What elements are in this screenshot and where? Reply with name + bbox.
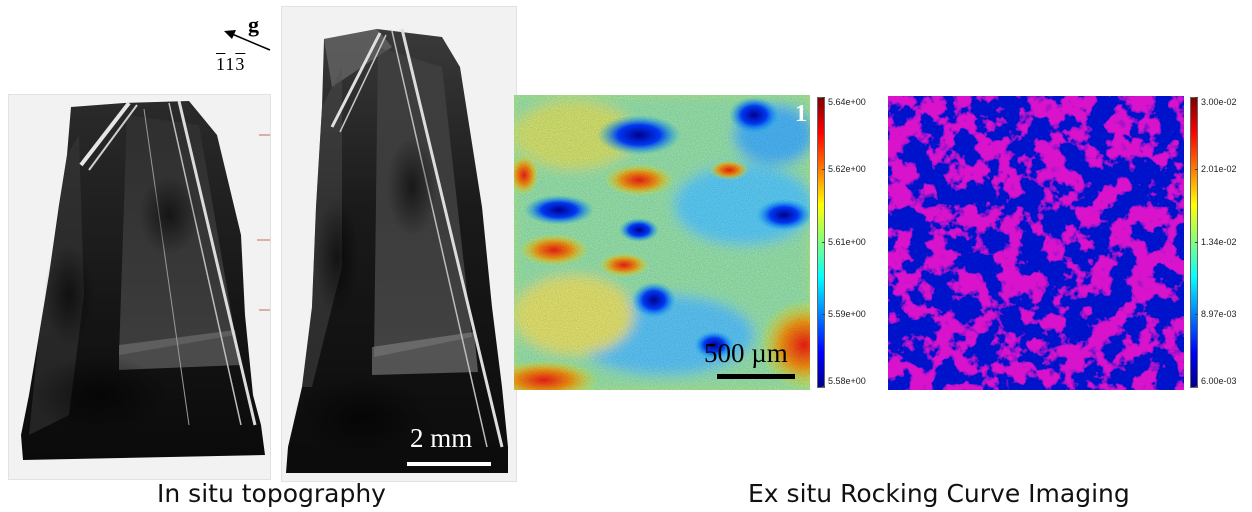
topography-image-1 bbox=[8, 94, 271, 480]
colorbar-2-tick-mark bbox=[1195, 97, 1198, 98]
topography-scale-label: 2 mm bbox=[410, 423, 473, 453]
colorbar-1-ticks: 5.64e+00 5.62e+00 5.61e+00 5.59e+00 5.58e+00 bbox=[822, 97, 878, 388]
colorbar-2-tick-label: 1.34e-02 bbox=[1201, 236, 1237, 247]
g-vector: g 113 bbox=[216, 12, 282, 84]
colorbar-1-tick-mark bbox=[822, 97, 825, 98]
colorbar-2-tick-mark bbox=[1195, 169, 1198, 171]
colorbar-2-tick-label: 3.00e-02 bbox=[1201, 97, 1237, 107]
colorbar-2-tick-mark bbox=[1195, 386, 1198, 387]
colorbar-2-tick-label: 8.97e-03 bbox=[1201, 308, 1237, 319]
colorbar-2-ticks: 3.00e-02 2.01e-02 1.34e-02 8.97e-03 6.00e-03 bbox=[1195, 97, 1251, 388]
colorbar-1-tick-label: 5.62e+00 bbox=[828, 164, 866, 175]
topography-scale-bar bbox=[407, 462, 491, 466]
colorbar-1-tick-label: 5.61e+00 bbox=[828, 236, 866, 247]
colorbar-1-tick-mark bbox=[822, 313, 825, 315]
g-vector-miller-index: 113 bbox=[216, 54, 245, 75]
rci-map-2 bbox=[888, 96, 1184, 390]
colorbar-2-tick-mark bbox=[1195, 241, 1198, 243]
colorbar-1-tick-label: 5.59e+00 bbox=[828, 308, 866, 319]
colorbar-2-tick-label: 2.01e-02 bbox=[1201, 164, 1237, 175]
rci-map-1: 1 bbox=[514, 95, 810, 390]
colorbar-1-tick-label: 5.58e+00 bbox=[828, 376, 866, 386]
colorbar-1-tick-mark bbox=[822, 386, 825, 387]
colorbar-1 bbox=[817, 97, 825, 388]
miller-l: 3 bbox=[235, 54, 246, 74]
rci-scale-label: 500 µm bbox=[704, 338, 788, 368]
colorbar-1-tick-mark bbox=[822, 169, 825, 171]
panel-label: 1 bbox=[795, 101, 807, 127]
colorbar-2-tick-mark bbox=[1195, 313, 1198, 315]
caption-ex-situ-rci: Ex situ Rocking Curve Imaging bbox=[748, 479, 1130, 508]
colorbar-1-tick-mark bbox=[822, 241, 825, 243]
colorbar-1-tick-label: 5.64e+00 bbox=[828, 97, 866, 107]
miller-h: 1 bbox=[216, 54, 226, 74]
g-vector-label: g bbox=[248, 12, 259, 37]
caption-in-situ-topography: In situ topography bbox=[157, 479, 386, 508]
miller-k: 1 bbox=[225, 54, 236, 74]
colorbar-2 bbox=[1190, 97, 1198, 388]
topography-image-2 bbox=[281, 6, 517, 482]
colorbar-2-tick-label: 6.00e-03 bbox=[1201, 376, 1237, 386]
rci-scale-bar bbox=[717, 374, 795, 379]
